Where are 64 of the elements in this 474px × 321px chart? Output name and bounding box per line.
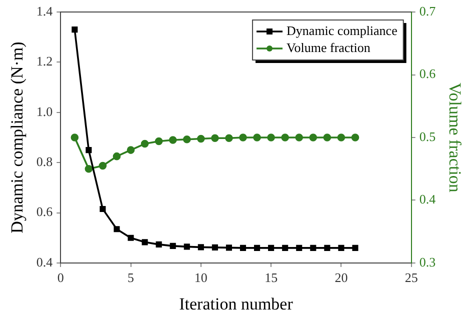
x-tick-label: 15 [264,270,278,286]
point [84,164,93,173]
point [197,134,205,143]
point [168,136,177,144]
y2-tick-label: 0.5 [419,128,436,144]
y-tick-label: 0.6 [36,204,54,220]
point [338,244,344,251]
point [351,134,360,142]
y-tick-label: 1.4 [36,3,54,18]
x-tick-label: 10 [194,270,208,286]
y2-axis-title: Volume fraction [445,82,464,193]
point [70,134,79,142]
point [296,244,302,251]
point [225,134,233,142]
point [154,137,163,146]
point [183,135,191,144]
x-tick-label: 25 [404,270,418,286]
point [211,134,219,142]
point [324,244,330,251]
point [184,244,190,250]
point [156,241,162,248]
point [198,244,204,250]
point [309,134,318,142]
point [254,244,260,251]
point [352,244,358,251]
x-tick-label: 5 [128,270,134,286]
point [295,134,304,142]
x-tick-label: 0 [57,270,64,286]
y2-tick-label: 0.6 [419,66,436,82]
point [98,162,107,170]
point [86,147,92,154]
point [72,26,78,33]
point [100,206,106,212]
point [268,244,274,251]
point [128,234,134,241]
y-axis-title: Dynamic compliance (N·m) [8,42,27,234]
point [114,226,120,232]
y-tick-label: 1.0 [36,104,53,119]
point [212,244,218,250]
point [323,134,332,142]
point [267,134,275,142]
y2-tick-label: 0.3 [419,254,436,270]
y2-tick-label: 0.7 [419,3,436,18]
point [253,134,261,142]
point [337,134,346,142]
point [142,239,148,246]
point [140,140,149,148]
point [239,134,247,142]
point [282,244,288,251]
y2-tick-label: 0.4 [419,192,436,207]
point [112,152,121,160]
y-tick-label: 1.2 [36,54,53,69]
legend-label: Volume fraction [286,40,371,55]
point [226,244,232,251]
point [281,134,289,142]
x-axis-title: Iteration number [179,294,294,314]
point [240,244,246,251]
y-tick-label: 0.4 [36,254,54,270]
legend-label: Dynamic compliance [286,22,398,38]
point [170,242,176,249]
point [310,244,316,251]
point [126,146,135,154]
x-tick-label: 20 [334,270,348,286]
y-tick-label: 0.8 [36,154,53,170]
